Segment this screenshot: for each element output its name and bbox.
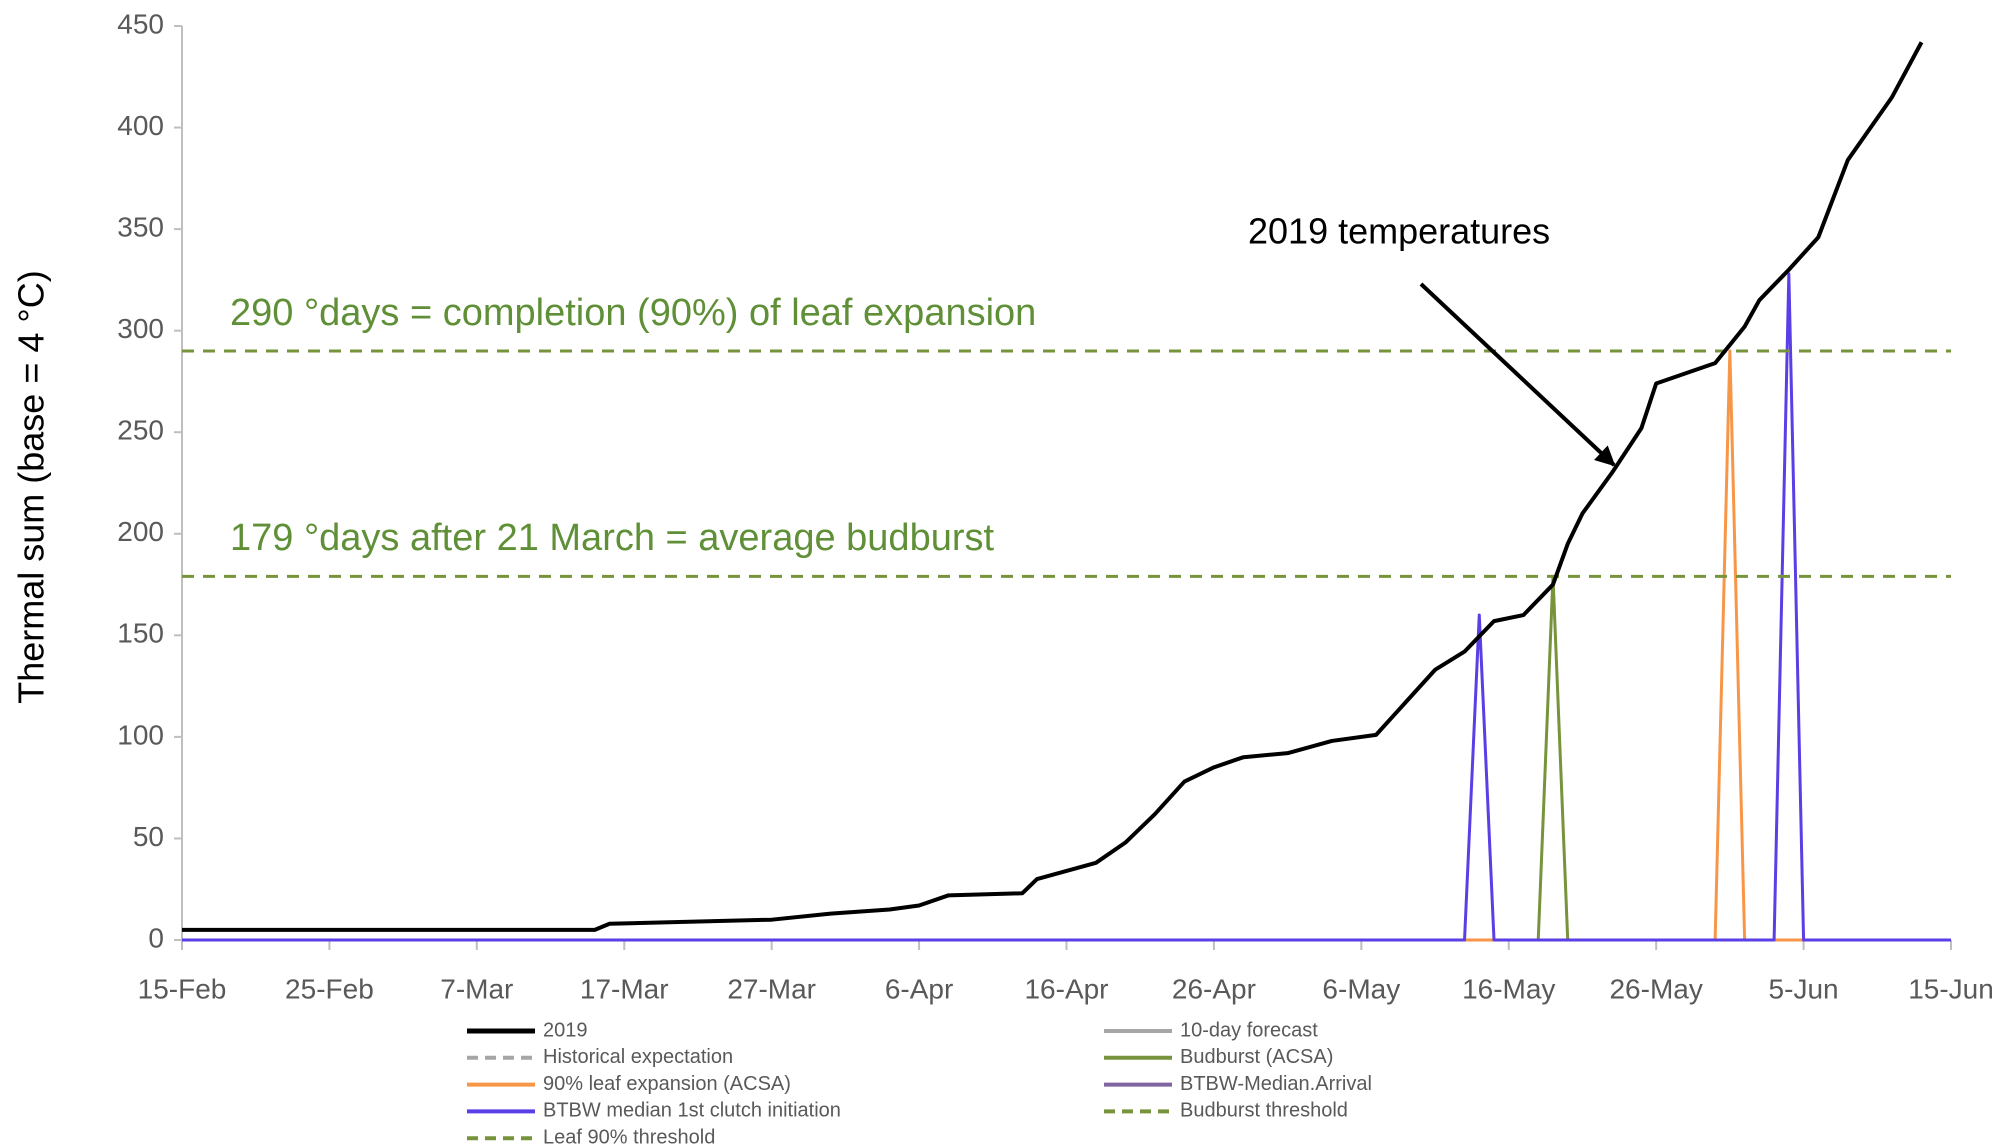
legend-label: Budburst threshold <box>1180 1100 1348 1122</box>
y-tick-label: 450 <box>117 8 164 39</box>
annotation-arrow <box>1419 282 1616 467</box>
x-tick-label: 6-Apr <box>885 973 953 1004</box>
legend-label: 2019 <box>543 1019 588 1041</box>
y-tick-label: 400 <box>117 110 164 141</box>
y-tick-label: 150 <box>117 618 164 649</box>
annotation: 290 °days = completion (90%) of leaf exp… <box>230 292 1036 334</box>
y-tick-label: 0 <box>148 922 164 953</box>
x-tick-label: 27-Mar <box>727 973 816 1004</box>
series-line <box>182 272 1951 942</box>
x-tick-label: 5-Jun <box>1769 973 1839 1004</box>
legend-label: 90% leaf expansion (ACSA) <box>543 1073 791 1095</box>
annotation: 2019 temperatures <box>1248 211 1550 252</box>
y-tick-label: 350 <box>117 212 164 243</box>
legend-label: Historical expectation <box>543 1046 733 1068</box>
x-tick-label: 16-May <box>1462 973 1555 1004</box>
x-tick-label: 26-Apr <box>1172 973 1256 1004</box>
x-tick-label: 17-Mar <box>580 973 669 1004</box>
y-tick-label: 250 <box>117 415 164 446</box>
legend-label: 10-day forecast <box>1180 1019 1318 1041</box>
legend-label: BTBW median 1st clutch initiation <box>543 1100 841 1122</box>
y-tick-label: 300 <box>117 313 164 344</box>
y-tick-label: 50 <box>133 821 164 852</box>
series-line <box>182 574 1951 942</box>
legend-label: BTBW-Median.Arrival <box>1180 1073 1372 1095</box>
x-tick-label: 16-Apr <box>1024 973 1108 1004</box>
legend-label: Leaf 90% threshold <box>543 1126 715 1147</box>
x-tick-label: 26-May <box>1609 973 1702 1004</box>
x-tick-label: 15-Feb <box>138 973 227 1004</box>
x-tick-label: 6-May <box>1322 973 1400 1004</box>
x-tick-label: 25-Feb <box>285 973 374 1004</box>
y-tick-label: 100 <box>117 719 164 750</box>
legend-label: Budburst (ACSA) <box>1180 1046 1333 1068</box>
y-tick-label: 200 <box>117 516 164 547</box>
series-line <box>182 41 1924 932</box>
x-tick-label: 15-Jun <box>1908 973 1994 1004</box>
y-axis-label: Thermal sum (base = 4 °C) <box>11 270 52 704</box>
annotation: 179 °days after 21 March = average budbu… <box>230 517 994 559</box>
x-tick-label: 7-Mar <box>440 973 513 1004</box>
series-line <box>182 349 1951 942</box>
